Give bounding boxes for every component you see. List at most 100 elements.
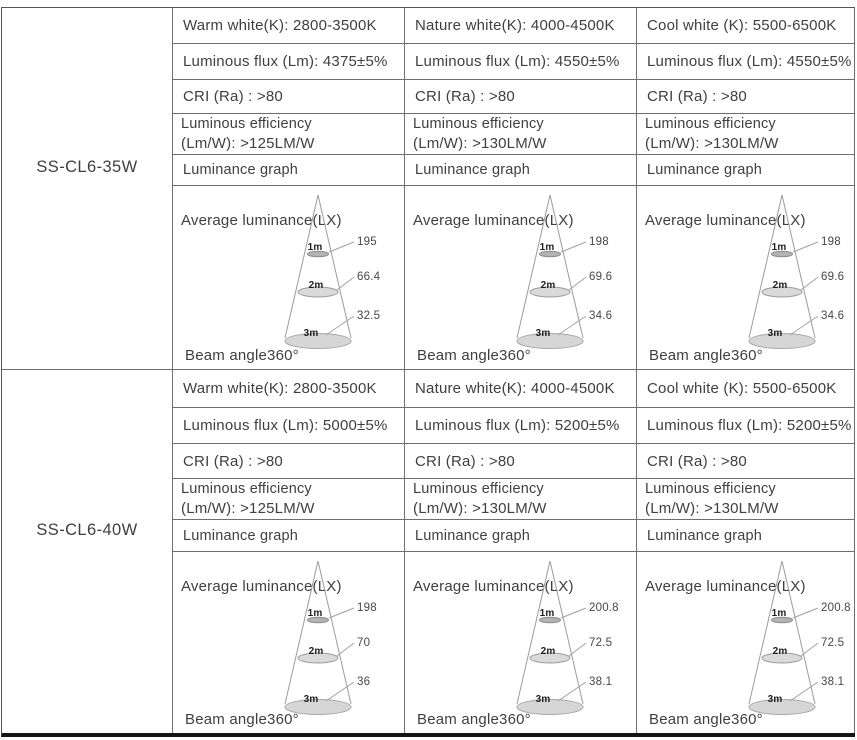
cri-cell: CRI (Ra) : >80	[173, 80, 405, 114]
distance-label: 2m	[309, 646, 324, 657]
distance-label: 3m	[768, 694, 783, 705]
average-luminance-title: Average luminance(LX)	[181, 212, 342, 229]
luminance-graph-cell: Average luminance(LX) 1m 2m 3m 198 69.6 …	[637, 186, 855, 370]
luminance-value: 66.4	[357, 271, 381, 283]
distance-label: 1m	[772, 242, 787, 253]
luminance-value: 69.6	[821, 271, 844, 283]
cri-cell: CRI (Ra) : >80	[405, 444, 637, 479]
efficiency-line1: Luminous efficiency	[645, 115, 776, 132]
distance-label: 3m	[536, 328, 551, 339]
luminance-value: 36	[357, 676, 370, 688]
distance-label: 3m	[536, 694, 551, 705]
efficiency-cell: Luminous efficiency (Lm/W): >130LM/W	[637, 479, 855, 520]
luminance-graph-cell: Average luminance(LX) 1m 2m 3m 200.8 72.…	[405, 552, 637, 733]
graph-label-cell: Luminance graph	[405, 155, 637, 186]
beam-angle-label: Beam angle360°	[417, 347, 531, 364]
efficiency-line1: Luminous efficiency	[181, 480, 312, 497]
color-temp-cell: Nature white(K): 4000-4500K	[405, 8, 637, 44]
efficiency-line1: Luminous efficiency	[181, 115, 312, 132]
efficiency-line2: (Lm/W): >130LM/W	[413, 134, 547, 152]
luminance-value: 195	[357, 236, 377, 248]
color-temp-cell: Cool white (K): 5500-6500K	[637, 370, 855, 408]
efficiency-cell: Luminous efficiency (Lm/W): >130LM/W	[405, 479, 637, 520]
luminance-value: 38.1	[589, 676, 612, 688]
luminance-cone-diagram: 1m 2m 3m 198 69.6 34.6	[516, 194, 612, 349]
distance-label: 3m	[768, 328, 783, 339]
beam-angle-label: Beam angle360°	[417, 711, 531, 728]
luminance-graph-cell: Average luminance(LX) 1m 2m 3m 200.8 72.…	[637, 552, 855, 733]
luminance-value: 198	[589, 236, 609, 248]
luminance-graph-cell: Average luminance(LX) 1m 2m 3m 198 69.6 …	[405, 186, 637, 370]
luminous-flux-cell: Luminous flux (Lm): 5200±5%	[405, 408, 637, 444]
beam-angle-label: Beam angle360°	[649, 711, 763, 728]
color-temp-cell: Warm white(K): 2800-3500K	[173, 370, 405, 408]
luminance-value: 200.8	[589, 602, 619, 614]
color-temp-cell: Cool white (K): 5500-6500K	[637, 8, 855, 44]
distance-label: 1m	[308, 242, 323, 253]
cri-cell: CRI (Ra) : >80	[173, 444, 405, 479]
efficiency-line2: (Lm/W): >125LM/W	[181, 134, 315, 152]
luminous-flux-cell: Luminous flux (Lm): 4550±5%	[405, 44, 637, 80]
luminance-value: 69.6	[589, 271, 612, 283]
model-cell: SS-CL6-40W	[2, 370, 173, 733]
luminance-value: 198	[357, 602, 377, 614]
efficiency-line1: Luminous efficiency	[413, 115, 544, 132]
luminance-value: 200.8	[821, 602, 851, 614]
luminance-cone-diagram: 1m 2m 3m 195 66.4 32.5	[284, 194, 381, 349]
luminance-value: 32.5	[357, 310, 380, 322]
luminous-flux-cell: Luminous flux (Lm): 5200±5%	[637, 408, 855, 444]
luminance-cone-diagram: 1m 2m 3m 200.8 72.5 38.1	[516, 560, 619, 715]
luminous-flux-cell: Luminous flux (Lm): 4375±5%	[173, 44, 405, 80]
cri-cell: CRI (Ra) : >80	[637, 80, 855, 114]
model-cell: SS-CL6-35W	[2, 8, 173, 370]
luminance-value: 34.6	[589, 310, 612, 322]
cri-cell: CRI (Ra) : >80	[405, 80, 637, 114]
average-luminance-title: Average luminance(LX)	[645, 212, 806, 229]
graph-label-cell: Luminance graph	[637, 155, 855, 186]
distance-label: 2m	[309, 280, 324, 291]
efficiency-line2: (Lm/W): >125LM/W	[181, 499, 315, 517]
efficiency-line2: (Lm/W): >130LM/W	[645, 134, 779, 152]
distance-label: 2m	[773, 646, 788, 657]
average-luminance-title: Average luminance(LX)	[413, 578, 574, 595]
product-block-40w: SS-CL6-40W Warm white(K): 2800-3500K Nat…	[2, 370, 855, 733]
distance-label: 3m	[304, 694, 319, 705]
graph-label-cell: Luminance graph	[637, 520, 855, 552]
beam-angle-label: Beam angle360°	[185, 347, 299, 364]
led-spec-table: SS-CL6-35W Warm white(K): 2800-3500K Nat…	[1, 7, 855, 737]
luminance-graph-cell: Average luminance(LX) 1m 2m 3m 195 66.4 …	[173, 186, 405, 370]
luminance-cone-diagram: 1m 2m 3m 198 69.6 34.6	[748, 194, 844, 349]
luminance-value: 72.5	[821, 637, 844, 649]
luminous-flux-cell: Luminous flux (Lm): 5000±5%	[173, 408, 405, 444]
beam-angle-label: Beam angle360°	[649, 347, 763, 364]
color-temp-cell: Nature white(K): 4000-4500K	[405, 370, 637, 408]
distance-label: 1m	[540, 608, 555, 619]
efficiency-cell: Luminous efficiency (Lm/W): >130LM/W	[405, 114, 637, 155]
average-luminance-title: Average luminance(LX)	[645, 578, 806, 595]
luminance-cone-diagram: 1m 2m 3m 200.8 72.5 38.1	[748, 560, 851, 715]
efficiency-line1: Luminous efficiency	[413, 480, 544, 497]
graph-label-cell: Luminance graph	[405, 520, 637, 552]
beam-angle-label: Beam angle360°	[185, 711, 299, 728]
distance-label: 3m	[304, 328, 319, 339]
luminance-value: 72.5	[589, 637, 612, 649]
color-temp-cell: Warm white(K): 2800-3500K	[173, 8, 405, 44]
cri-cell: CRI (Ra) : >80	[637, 444, 855, 479]
distance-label: 1m	[540, 242, 555, 253]
efficiency-cell: Luminous efficiency (Lm/W): >125LM/W	[173, 479, 405, 520]
distance-label: 2m	[541, 280, 556, 291]
luminance-cone-diagram: 1m 2m 3m 198 70 36	[284, 560, 377, 715]
distance-label: 2m	[773, 280, 788, 291]
efficiency-line1: Luminous efficiency	[645, 480, 776, 497]
efficiency-cell: Luminous efficiency (Lm/W): >130LM/W	[637, 114, 855, 155]
distance-label: 2m	[541, 646, 556, 657]
luminous-flux-cell: Luminous flux (Lm): 4550±5%	[637, 44, 855, 80]
luminance-value: 38.1	[821, 676, 844, 688]
luminance-value: 70	[357, 637, 370, 649]
average-luminance-title: Average luminance(LX)	[181, 578, 342, 595]
distance-label: 1m	[772, 608, 787, 619]
efficiency-line2: (Lm/W): >130LM/W	[645, 499, 779, 517]
distance-label: 1m	[308, 608, 323, 619]
average-luminance-title: Average luminance(LX)	[413, 212, 574, 229]
graph-label-cell: Luminance graph	[173, 520, 405, 552]
